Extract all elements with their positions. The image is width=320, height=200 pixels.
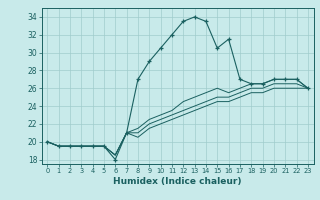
X-axis label: Humidex (Indice chaleur): Humidex (Indice chaleur): [113, 177, 242, 186]
